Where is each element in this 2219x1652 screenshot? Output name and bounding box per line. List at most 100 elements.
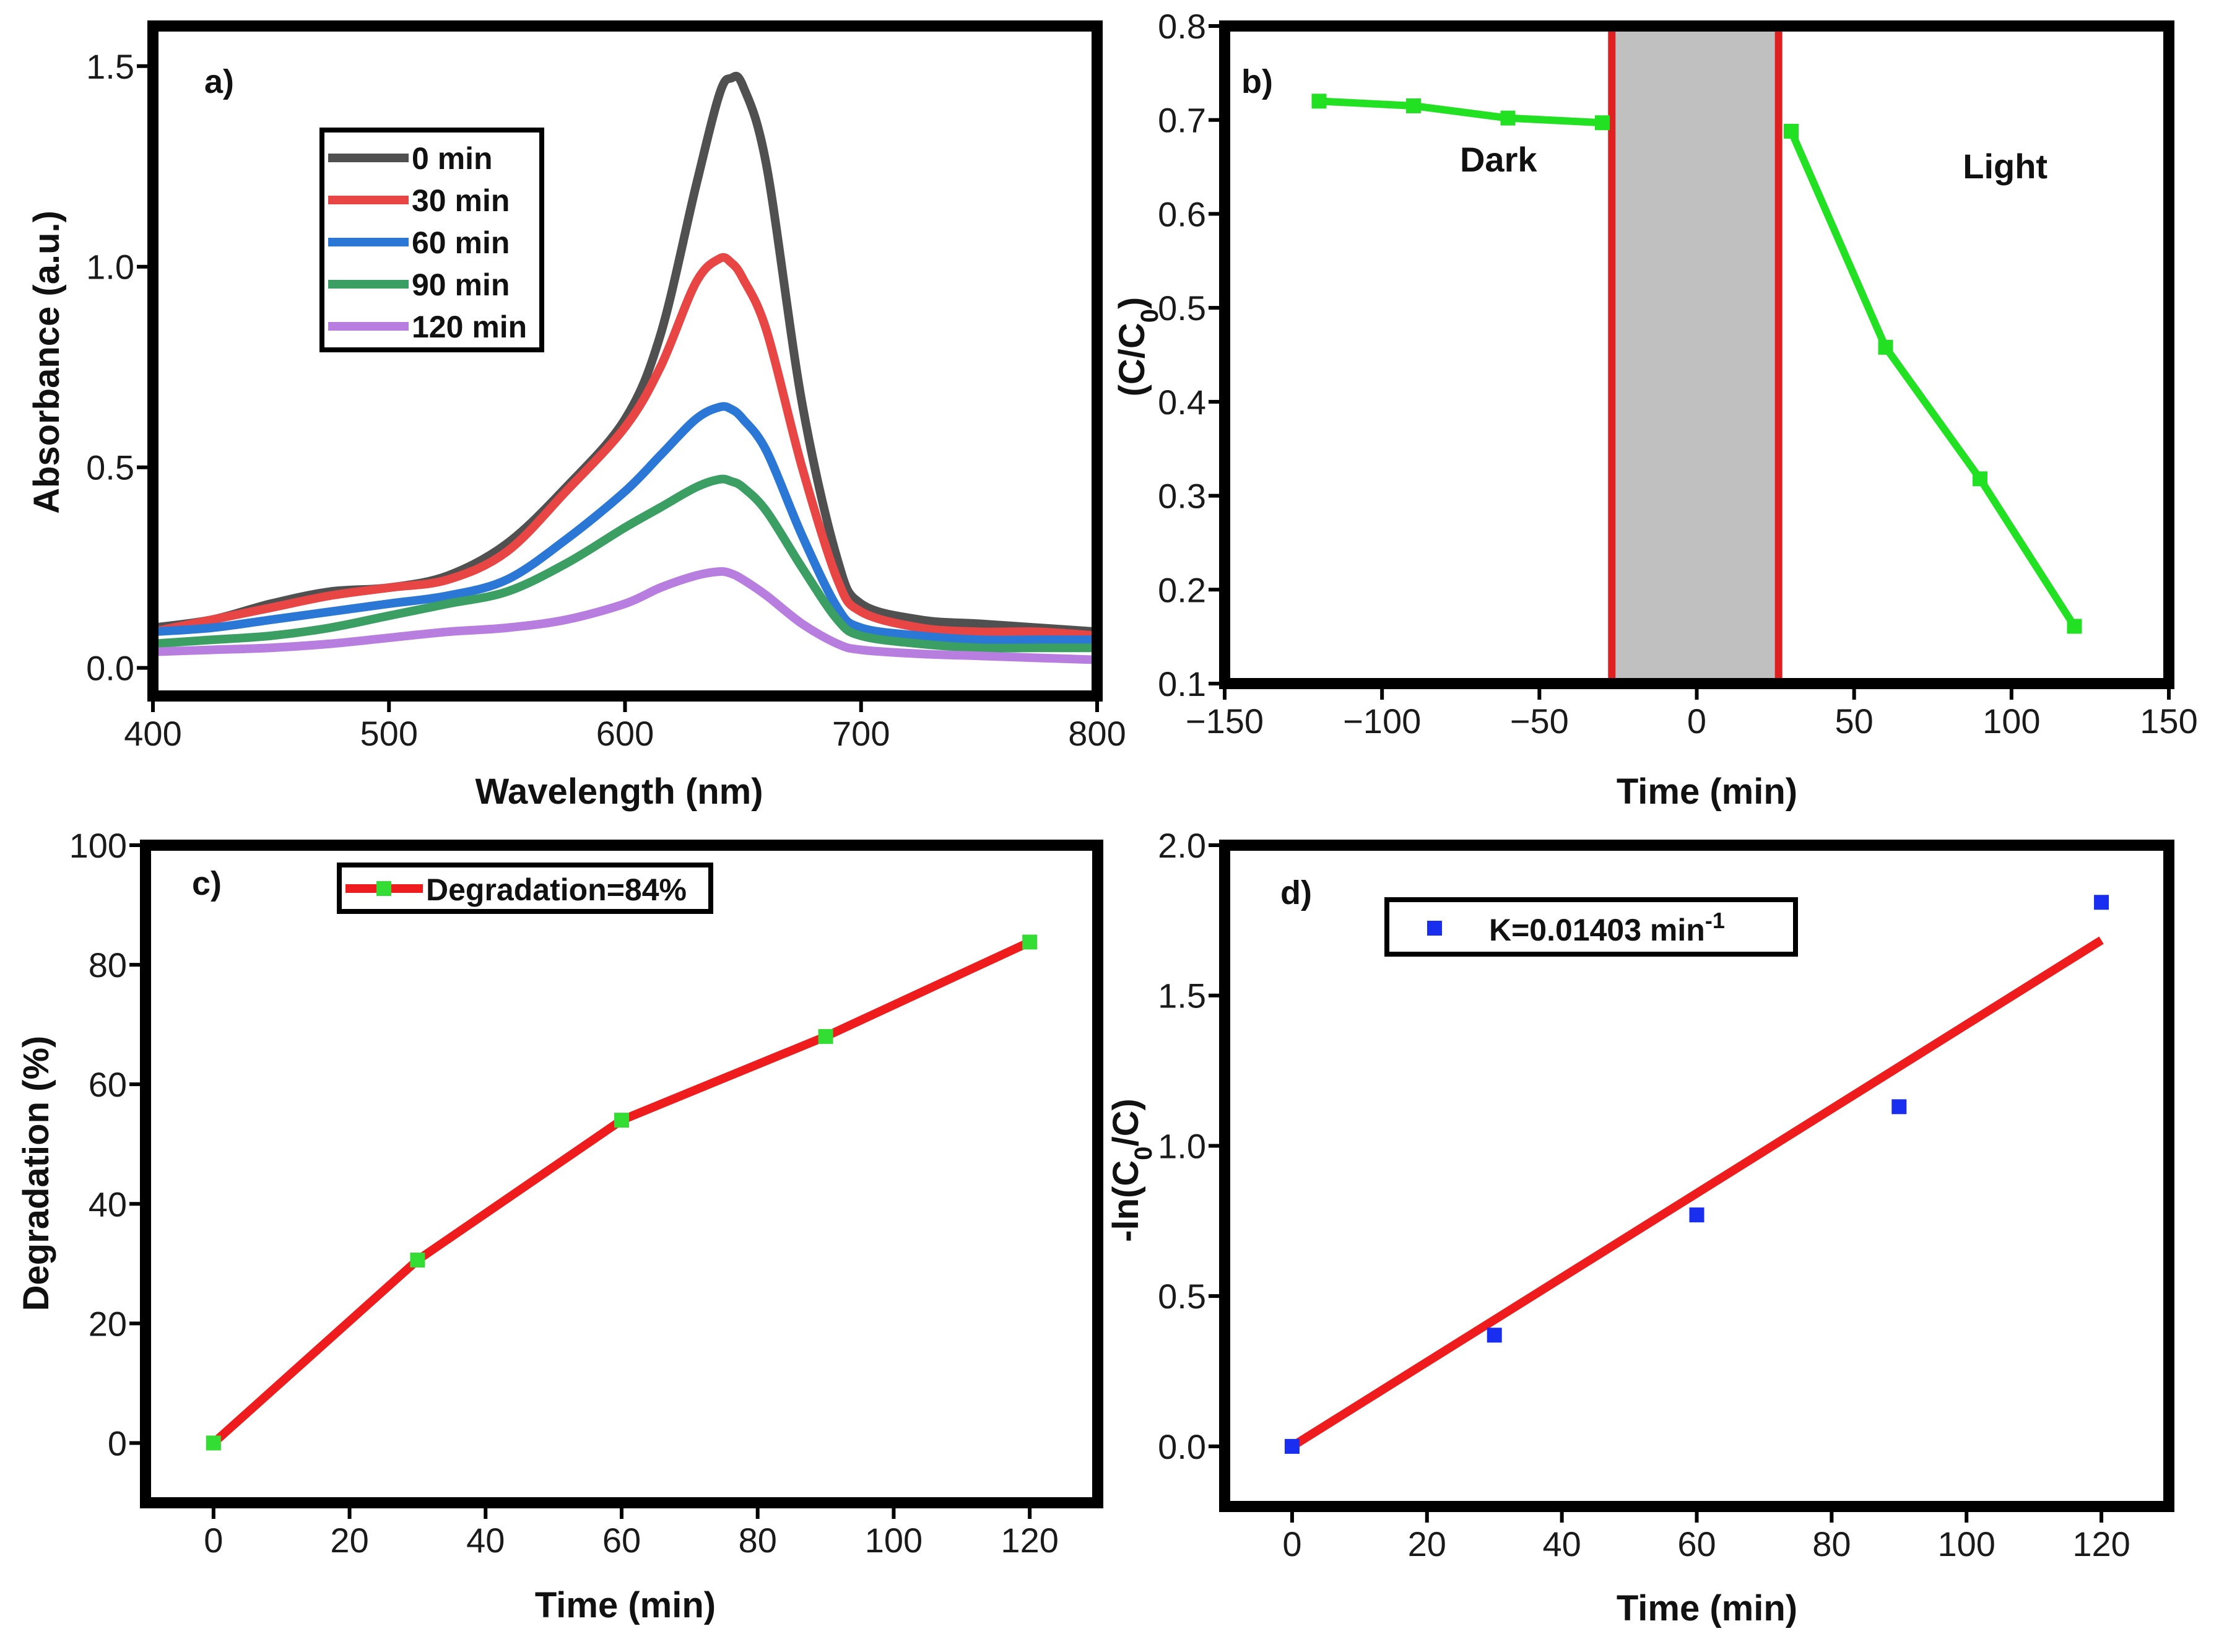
panel-c-x-axis-label: Time (min) xyxy=(535,1585,716,1625)
panel-a-y-tick-label: 1.0 xyxy=(86,248,134,287)
panel-a-x-tick-label: 600 xyxy=(596,714,654,753)
panel-d-x-tick-label: 0 xyxy=(1282,1524,1301,1563)
panel-d-legend-box xyxy=(1384,897,1798,957)
data-point-kinetics xyxy=(1689,1207,1704,1223)
panel-d-y-tick-label: 0.5 xyxy=(1158,1277,1206,1316)
legend-swatch-marker xyxy=(1427,921,1442,936)
data-point-degradation xyxy=(1022,934,1038,950)
data-point-degradation xyxy=(818,1028,833,1044)
annotation-dark: Dark xyxy=(1460,140,1537,179)
panel-c-label: c) xyxy=(192,865,222,902)
panel-d-y-tick-label: 0.0 xyxy=(1158,1427,1206,1466)
panel-a-absorbance-spectra: 400 500 600 700 800 0.0 0.5 1.0 1.5 Wavelength (n… xyxy=(27,20,1126,812)
panel-c-x-tick-label: 60 xyxy=(602,1521,641,1560)
legend-label-0-min: 0 min xyxy=(412,141,493,176)
panel-b-y-tick-label: 0.1 xyxy=(1158,664,1206,703)
transition-region xyxy=(1608,22,1783,687)
panel-c-frame xyxy=(140,840,1103,1508)
data-point-degradation xyxy=(410,1253,425,1268)
data-point-kinetics xyxy=(1487,1328,1502,1343)
panel-c-y-tick-label: 40 xyxy=(89,1185,127,1224)
panel-a-y-tick-label: 0.5 xyxy=(86,448,134,487)
data-point-kinetics xyxy=(1284,1438,1300,1454)
panel-c-x-tick-label: 40 xyxy=(466,1521,505,1560)
panel-b-x-tick-label: −100 xyxy=(1343,702,1421,741)
panel-b-y-axis-label: (C/C0) xyxy=(1112,297,1163,397)
panel-b-x-tick-label: 50 xyxy=(1835,702,1874,741)
data-point-dark xyxy=(1311,93,1327,109)
legend-swatch-marker xyxy=(376,881,391,896)
panel-a-label: a) xyxy=(204,63,234,100)
series-line-0-min xyxy=(152,72,1098,637)
panel-d-label: d) xyxy=(1280,874,1312,911)
panel-d-x-tick-label: 80 xyxy=(1812,1524,1851,1563)
series-line-light xyxy=(1787,129,2078,628)
panel-d-y-tick-label: 2.0 xyxy=(1158,826,1206,865)
panel-b-y-axis-label-main: (C/C xyxy=(1112,323,1152,396)
series-line-120-min xyxy=(152,567,1098,664)
panel-b-x-tick-label: −50 xyxy=(1510,702,1569,741)
panel-c-y-tick-label: 20 xyxy=(89,1304,127,1343)
panel-c-y-tick-label: 100 xyxy=(69,826,127,865)
panel-d-x-tick-label: 100 xyxy=(1937,1524,1995,1563)
annotation-light: Light xyxy=(1963,147,2047,186)
panel-c-x-tick-label: 120 xyxy=(1001,1521,1058,1560)
panel-d-y-axis-label-main: -ln(C xyxy=(1106,1160,1146,1242)
panel-c-y-axis-label: Degradation (%) xyxy=(16,1036,56,1311)
panel-a-x-tick-label: 700 xyxy=(832,714,890,753)
panel-d-y-axis-label-suffix: /C) xyxy=(1106,1098,1146,1146)
panel-d-kinetics: 0 20 40 60 80 100 120 0.0 0.5 1.0 1.5 2.0 Time (min)… xyxy=(1106,826,2174,1628)
legend-label-90-min: 90 min xyxy=(412,267,510,302)
panel-a-x-tick-label: 800 xyxy=(1068,714,1126,753)
legend-label-60-min: 60 min xyxy=(412,225,510,260)
panel-c-y-tick-label: 60 xyxy=(89,1065,127,1104)
series-line-30-min xyxy=(152,253,1098,640)
panel-c-x-tick-label: 20 xyxy=(330,1521,368,1560)
fit-line xyxy=(1290,936,2104,1450)
panel-d-y-tick-label: 1.5 xyxy=(1158,976,1206,1015)
panel-b-y-tick-label: 0.5 xyxy=(1158,289,1206,328)
panel-c-x-tick-label: 80 xyxy=(739,1521,777,1560)
panel-b-frame xyxy=(1219,20,2174,689)
panel-a-y-axis-label: Absorbance (a.u.) xyxy=(27,211,67,514)
panel-d-y-tick-label: 1.0 xyxy=(1158,1126,1206,1165)
panel-d-x-tick-label: 60 xyxy=(1677,1524,1716,1563)
panel-a-x-tick-label: 500 xyxy=(360,714,418,753)
legend-label-30-min: 30 min xyxy=(412,183,510,218)
panel-c-y-tick-label: 0 xyxy=(108,1424,127,1463)
panel-c-y-tick-label: 80 xyxy=(89,946,127,985)
panel-b-y-tick-label: 0.4 xyxy=(1158,383,1206,422)
panel-d-x-axis-label: Time (min) xyxy=(1617,1588,1797,1628)
data-point-dark xyxy=(1500,110,1516,126)
panel-a-y-tick-label: 1.5 xyxy=(86,47,134,86)
panel-d-y-axis-label: -ln(C0/C) xyxy=(1106,1098,1157,1242)
panel-d-x-tick-label: 120 xyxy=(2072,1524,2130,1563)
panel-a-frame xyxy=(147,20,1103,702)
panel-c-y-axis-label-main: Degradation (%) xyxy=(16,1036,56,1311)
data-point-light xyxy=(1784,123,1799,139)
data-point-degradation xyxy=(206,1435,221,1451)
legend-label-degradation: Degradation=84% xyxy=(426,872,687,907)
panel-b-x-tick-label: 150 xyxy=(2140,702,2197,741)
panel-b-y-tick-label: 0.6 xyxy=(1158,194,1206,233)
panel-c-degradation: 0 20 40 60 80 100 120 0 20 40 60 80 100 Time (min) Deg… xyxy=(16,826,1103,1625)
legend-label-superscript: -1 xyxy=(1705,908,1725,933)
panel-a-x-tick-label: 400 xyxy=(124,714,181,753)
panel-b-label: b) xyxy=(1241,63,1273,100)
legend-label-main: K=0.01403 min xyxy=(1489,913,1705,947)
panel-a-x-axis-label: Wavelength (nm) xyxy=(475,772,763,812)
series-line-60-min xyxy=(152,402,1097,645)
panel-b-y-tick-label: 0.2 xyxy=(1158,570,1206,609)
panel-b-x-axis-label: Time (min) xyxy=(1617,772,1797,812)
data-point-light xyxy=(1973,471,1987,487)
data-point-dark xyxy=(1406,98,1421,113)
panel-a-y-tick-label: 0.0 xyxy=(86,649,134,688)
data-point-kinetics xyxy=(2094,895,2109,910)
panel-b-concentration-ratio: −150 −100 −50 0 50 100 150 0.1 0.2 0.3 0.4 0.5 0.6 0.… xyxy=(1112,7,2198,812)
panel-b-y-axis-label-suffix: ) xyxy=(1112,297,1152,309)
data-point-kinetics xyxy=(1891,1099,1907,1115)
panel-b-y-tick-label: 0.7 xyxy=(1158,101,1206,140)
panel-c-x-tick-label: 0 xyxy=(204,1521,223,1560)
data-point-degradation xyxy=(614,1113,629,1128)
